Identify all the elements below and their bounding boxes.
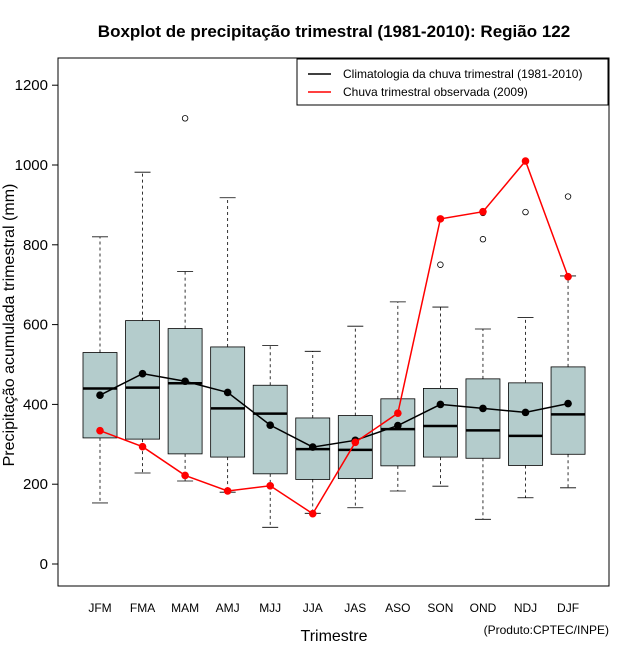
y-axis-label: Precipitação acumulada trimestral (mm) — [1, 184, 18, 467]
climatology-point — [96, 391, 104, 400]
outlier-point — [437, 261, 444, 268]
box-iqr — [252, 384, 288, 475]
climatology-point — [181, 377, 189, 386]
box-mam — [167, 115, 203, 482]
x-axis-label: Trimestre — [301, 628, 368, 645]
legend-box — [296, 58, 609, 106]
box-iqr — [508, 382, 543, 466]
observed-point — [138, 442, 147, 451]
box-jja — [295, 350, 331, 514]
climatology-line — [99, 372, 569, 448]
x-tick-label: OND — [470, 601, 497, 615]
observed-point — [96, 426, 104, 435]
box-ndj — [508, 208, 543, 499]
box-iqr — [380, 398, 416, 467]
chart-title: Boxplot de precipitação trimestral (1981… — [98, 22, 570, 41]
box-mjj — [252, 344, 288, 528]
observed-point — [181, 471, 189, 480]
observed-point — [266, 481, 275, 490]
plot-area: 0 200 400 600 800 1000 1200 JFM FMA MAM AMJ MJJ JJA J… — [15, 57, 610, 615]
x-tick-label: MAM — [171, 601, 199, 615]
legend: Climatologia da chuva trimestral (1981-2… — [296, 58, 609, 106]
observed-point — [351, 438, 360, 447]
x-tick-label: FMA — [130, 601, 155, 615]
observed-point — [564, 272, 572, 281]
box-fma — [125, 171, 160, 474]
x-tick-label: JAS — [344, 601, 366, 615]
observed-point — [308, 509, 317, 518]
plot-frame — [57, 57, 610, 587]
outlier-point — [479, 236, 487, 243]
box-aso — [380, 301, 416, 492]
climatology-point — [394, 421, 402, 430]
x-tick-label: MJJ — [259, 601, 281, 615]
outlier-point — [522, 208, 529, 216]
box-jas — [337, 325, 373, 509]
climatology-point — [266, 421, 275, 429]
observed-point — [223, 487, 232, 495]
x-tick-label: SON — [427, 601, 453, 615]
climatology-point — [564, 399, 572, 408]
climatology-point — [479, 404, 487, 413]
y-tick-label: 400 — [23, 396, 48, 413]
outlier-point — [564, 193, 572, 200]
y-tick-label: 1200 — [15, 77, 48, 94]
x-tick-label: NDJ — [514, 601, 537, 615]
box-iqr — [550, 366, 586, 455]
observed-point — [479, 207, 487, 216]
box-iqr — [422, 388, 458, 458]
box-iqr — [465, 378, 501, 459]
climatology-point — [308, 443, 317, 451]
x-tick-label: JJA — [303, 601, 323, 615]
box-ond — [465, 209, 501, 520]
box-jfm — [82, 236, 118, 504]
box-iqr — [167, 328, 203, 455]
y-tick-label: 0 — [40, 556, 48, 573]
y-tick-label: 200 — [23, 476, 48, 493]
x-tick-label: AMJ — [216, 601, 240, 615]
y-tick-label: 1000 — [15, 157, 48, 174]
legend-label: Chuva trimestral observada (2009) — [343, 85, 528, 99]
legend-label: Climatologia da chuva trimestral (1981-2… — [343, 67, 582, 81]
box-djf — [550, 193, 586, 489]
y-tick-label: 800 — [23, 237, 48, 254]
box-amj — [210, 197, 246, 493]
observed-point — [436, 215, 445, 223]
climatology-point — [223, 388, 232, 397]
observed-point — [394, 409, 402, 417]
observed-line — [99, 159, 569, 515]
climatology-point — [138, 369, 147, 378]
x-tick-label: ASO — [385, 601, 410, 615]
product-credit: (Produto:CPTEC/INPE) — [484, 623, 609, 637]
x-tick-label: DJF — [557, 601, 579, 615]
outlier-point — [181, 115, 189, 122]
box-son — [422, 261, 458, 487]
climatology-point — [436, 400, 445, 409]
observed-point — [521, 157, 530, 165]
climatology-point — [521, 408, 530, 417]
box-iqr — [337, 415, 373, 480]
y-tick-label: 600 — [23, 317, 48, 334]
x-tick-label: JFM — [88, 601, 111, 615]
